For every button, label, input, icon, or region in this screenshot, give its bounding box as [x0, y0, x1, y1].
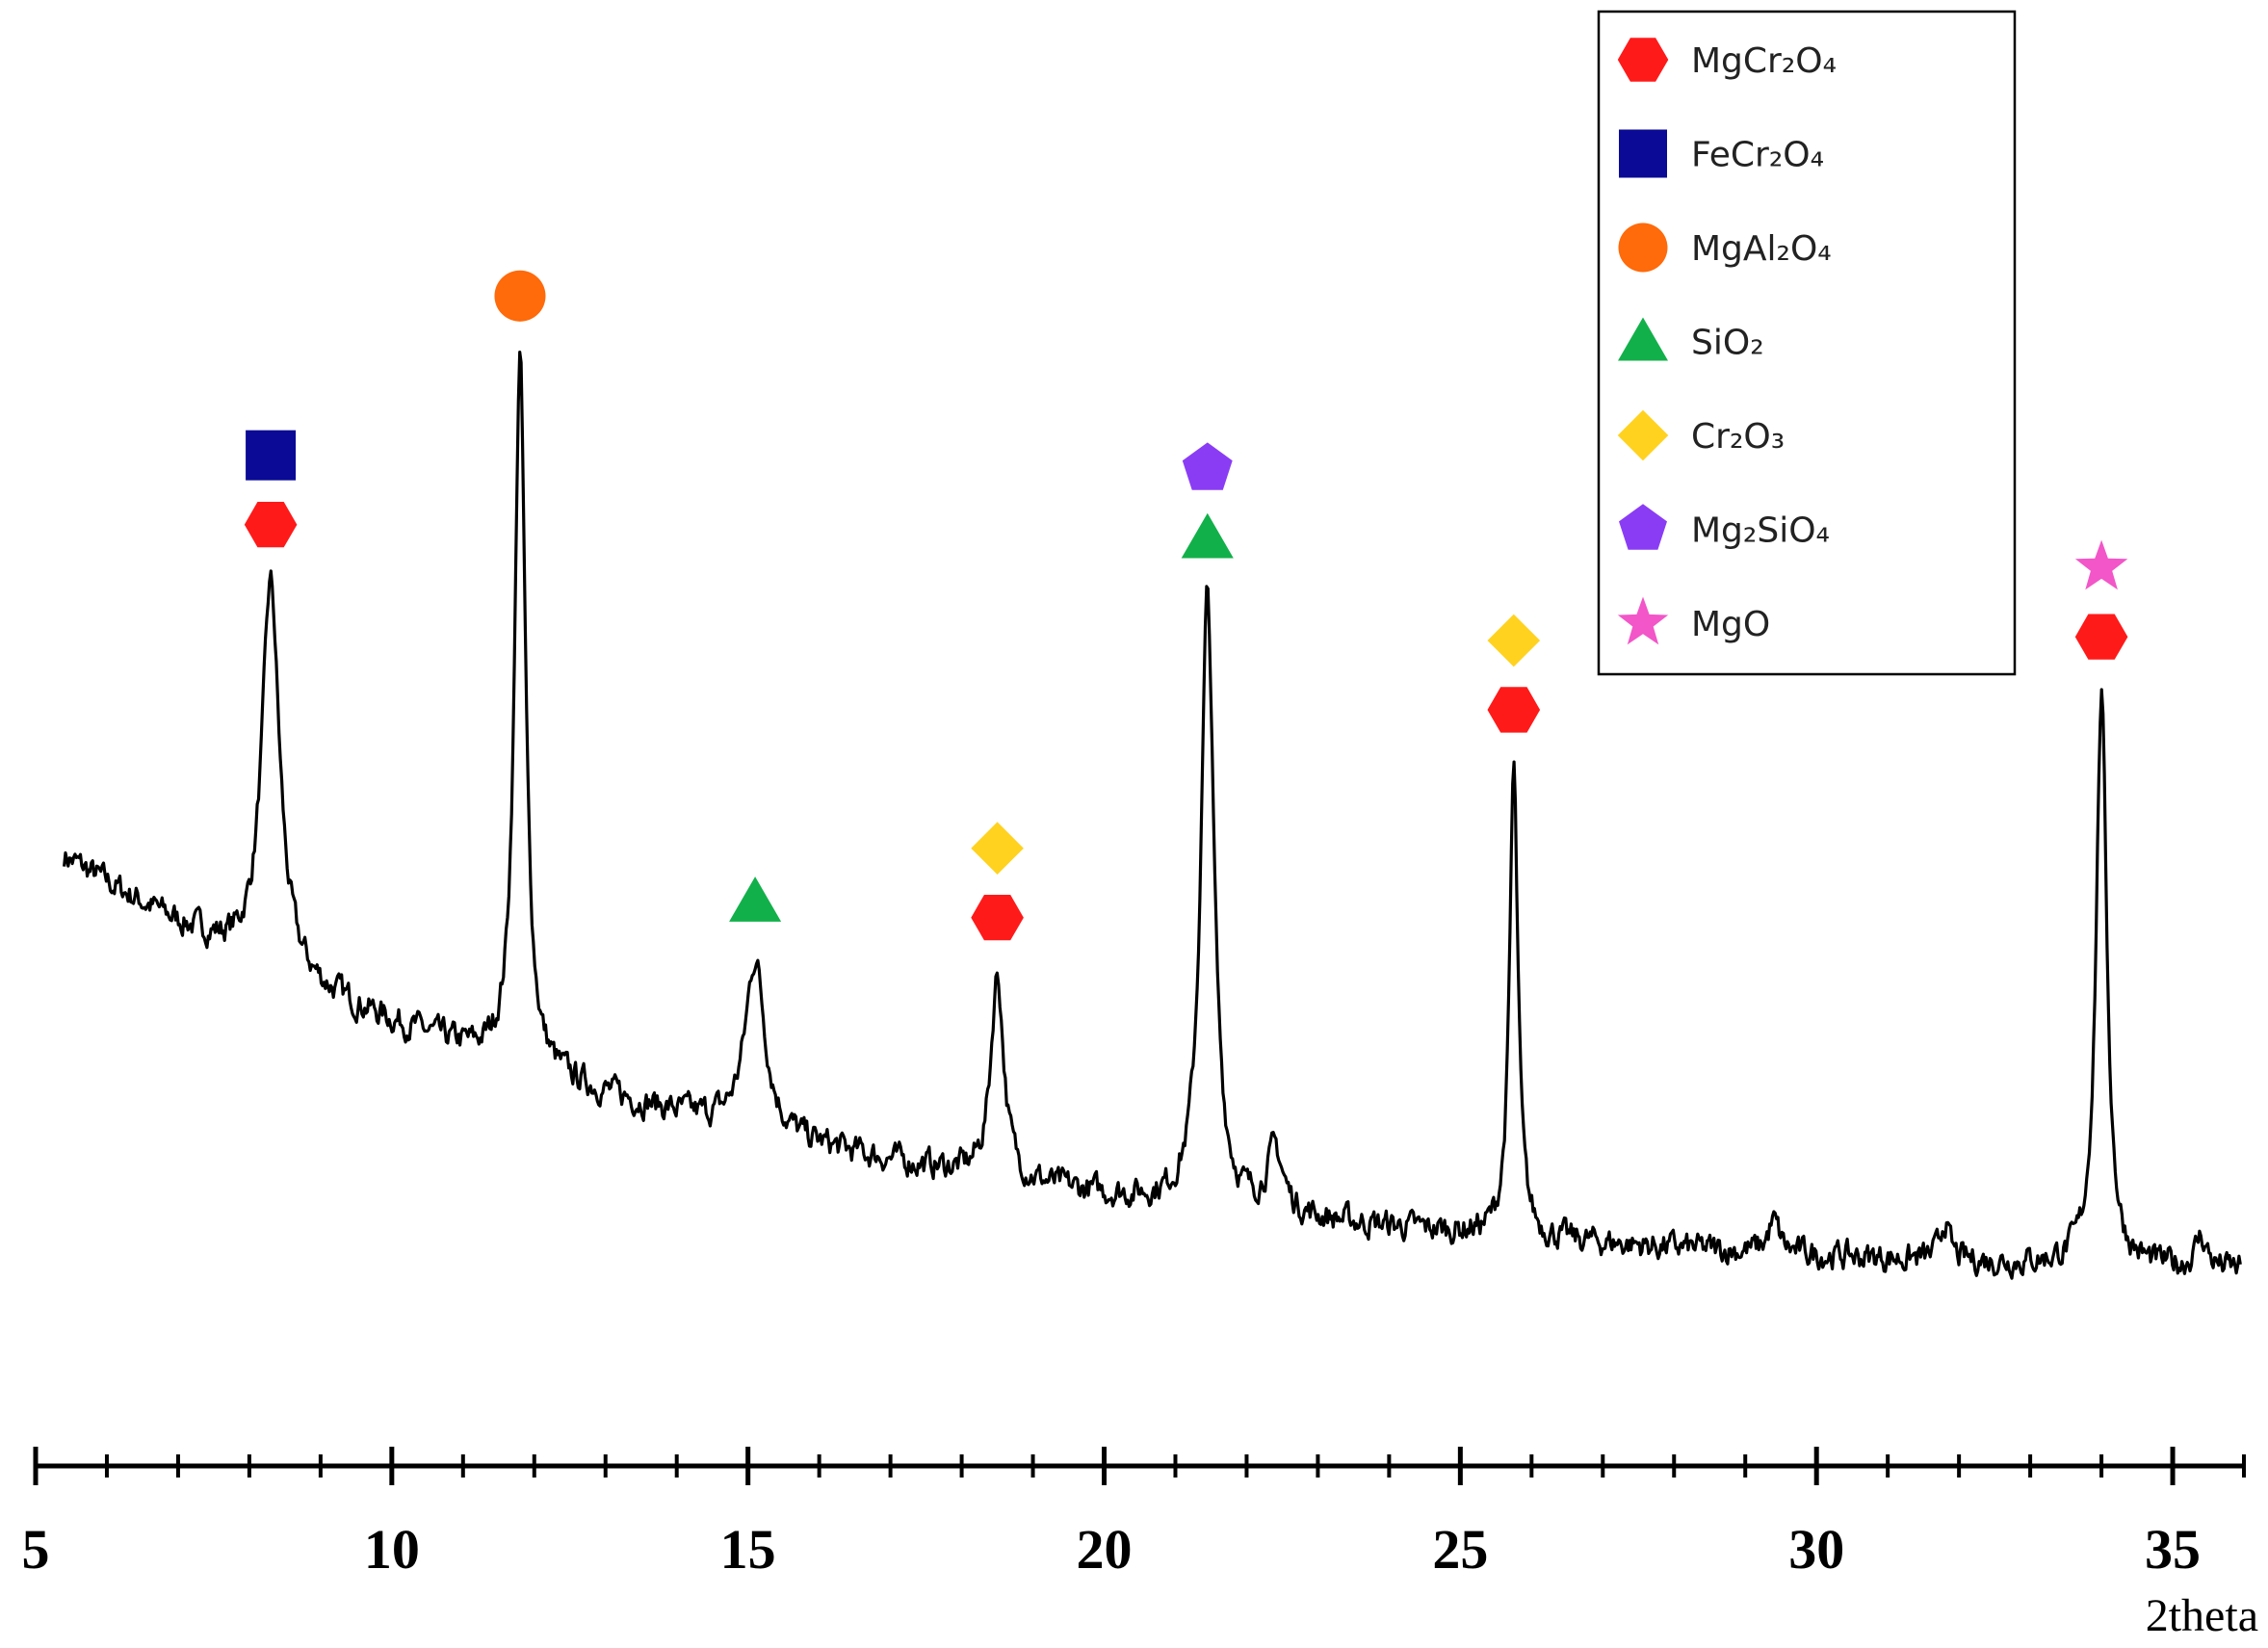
mgcr2o4-peak-marker — [1487, 687, 1541, 733]
x-tick-label: 5 — [22, 1518, 50, 1581]
xrd-pattern-line — [63, 351, 2242, 1280]
x-tick-label: 25 — [1432, 1518, 1488, 1581]
x-tick-label: 10 — [364, 1518, 420, 1581]
peak-annotations — [244, 270, 2128, 941]
mgcr2o4-legend-icon — [1617, 38, 1669, 82]
cr2o3-peak-marker — [1487, 614, 1541, 667]
mg2sio4-legend-icon — [1619, 504, 1667, 550]
mgo-peak-marker — [2074, 539, 2128, 590]
legend-label-mgo: MgO — [1691, 605, 1770, 644]
mgcr2o4-peak-marker — [971, 895, 1024, 941]
cr2o3-peak-marker — [971, 822, 1024, 875]
sio2-peak-marker — [1181, 512, 1234, 559]
cr2o3-legend-icon — [1617, 409, 1669, 461]
legend-label-mgcr2o4: MgCr₂O₄ — [1691, 41, 1837, 81]
mgcr2o4-peak-marker — [2074, 614, 2128, 660]
fecr2o4-peak-marker — [246, 430, 297, 481]
mg2sio4-peak-marker — [1182, 442, 1233, 490]
mgo-legend-icon — [1617, 596, 1669, 645]
legend-label-fecr2o4: FeCr₂O₄ — [1691, 136, 1824, 175]
mgal2o4-peak-marker — [494, 270, 546, 322]
legend-label-cr2o3: Cr₂O₃ — [1691, 417, 1785, 457]
fecr2o4-legend-icon — [1619, 129, 1667, 178]
legend-label-mg2sio4: Mg₂SiO₄ — [1691, 511, 1830, 551]
x-tick-label: 20 — [1077, 1518, 1133, 1581]
sio2-peak-marker — [729, 876, 782, 922]
legend: MgCr₂O₄ FeCr₂O₄ MgAl₂O₄ SiO₂ Cr₂O₃ Mg₂SiO₄ MgO — [1597, 10, 2017, 676]
x-tick-label: 35 — [2145, 1518, 2201, 1581]
plot-area — [63, 351, 2242, 1280]
x-axis-title: 2theta — [2146, 1590, 2258, 1641]
x-tick-label: 30 — [1788, 1518, 1844, 1581]
x-axis: 5 10 15 20 25 30 35 — [22, 1447, 2246, 1581]
mgcr2o4-peak-marker — [244, 502, 298, 548]
x-tick-label: 15 — [720, 1518, 776, 1581]
legend-label-sio2: SiO₂ — [1691, 324, 1764, 363]
legend-label-mgal2o4: MgAl₂O₄ — [1691, 229, 1832, 269]
sio2-legend-icon — [1618, 317, 1668, 361]
legend-box — [1597, 10, 2017, 676]
mgal2o4-legend-icon — [1618, 222, 1668, 273]
